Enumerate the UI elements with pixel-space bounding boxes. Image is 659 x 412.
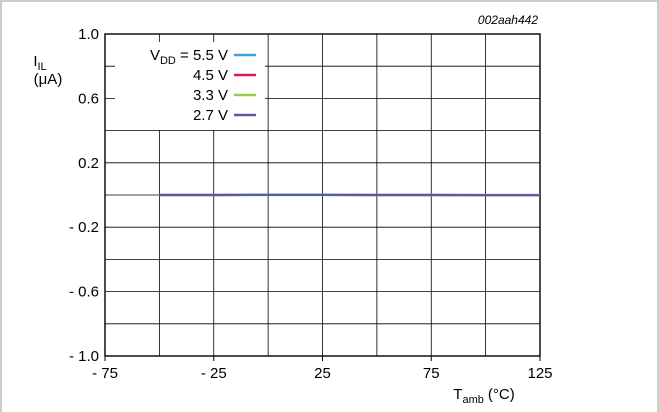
legend-label: 3.3 V xyxy=(193,87,228,104)
legend-prefix-sub: DD xyxy=(160,55,176,67)
y-axis-label-sub: IL xyxy=(37,61,46,73)
x-axis-label: Tamb (°C) xyxy=(453,386,514,406)
y-tick-label: - 1.0 xyxy=(69,348,99,365)
legend: VDD = 5.5 V4.5 V3.3 V2.7 V xyxy=(150,47,256,124)
x-tick-label: 75 xyxy=(423,365,440,382)
y-axis-label-main: I xyxy=(33,53,37,70)
legend-series-name: = 5.5 V xyxy=(176,47,228,64)
y-axis-label: IIL xyxy=(33,53,46,73)
y-tick-label: - 0.2 xyxy=(69,219,99,236)
y-tick-labels: 1.0 0.6 0.2 - 0.2 - 0.6 - 1.0 xyxy=(69,26,99,365)
y-axis-unit: (μA) xyxy=(34,71,63,88)
x-axis-label-main: T xyxy=(453,386,462,403)
figure-reference: 002aah442 xyxy=(478,13,538,27)
legend-label: 4.5 V xyxy=(193,67,228,84)
legend-label: 2.7 V xyxy=(193,107,228,124)
y-tick-label: - 0.6 xyxy=(69,284,99,301)
x-axis-label-sub: amb xyxy=(462,394,483,406)
legend-label: VDD = 5.5 V xyxy=(150,47,228,67)
y-tick-label: 0.6 xyxy=(78,90,99,107)
x-tick-labels: - 75 - 25 25 75 125 xyxy=(92,365,552,382)
y-tick-label: 0.2 xyxy=(78,155,99,172)
x-tick-label: - 25 xyxy=(201,365,227,382)
x-tick-label: - 75 xyxy=(92,365,118,382)
x-tick-label: 125 xyxy=(527,365,552,382)
x-axis-label-unit: (°C) xyxy=(488,386,515,403)
legend-prefix-main: V xyxy=(150,47,160,64)
x-tick-label: 25 xyxy=(314,365,331,382)
y-tick-label: 1.0 xyxy=(78,26,99,43)
